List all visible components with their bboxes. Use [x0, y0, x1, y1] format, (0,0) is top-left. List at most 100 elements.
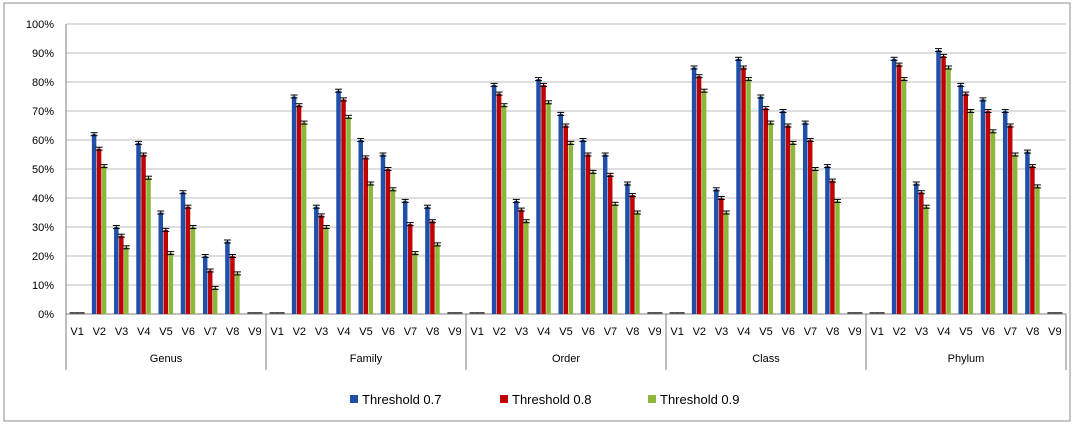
x-category-label: V4: [737, 326, 750, 338]
error-bar: [1011, 152, 1019, 157]
error-bar: [789, 140, 797, 145]
error-bar: [779, 109, 787, 113]
error-bar: [162, 227, 170, 232]
error-bar: [945, 65, 953, 70]
error-bar: [122, 245, 130, 250]
error-bar: [312, 204, 320, 209]
bar: [896, 64, 902, 314]
bar: [807, 140, 813, 314]
x-category-label: V9: [848, 326, 861, 338]
error-bar: [300, 120, 308, 125]
bar: [158, 212, 163, 314]
bar: [901, 79, 907, 314]
x-category-label: V2: [893, 326, 906, 338]
bar: [985, 111, 991, 314]
error-bar: [700, 88, 708, 93]
error-bar: [517, 207, 525, 212]
legend-label: Threshold 0.9: [660, 392, 740, 407]
error-bar: [695, 74, 703, 79]
bar: [119, 235, 124, 314]
error-bar: [206, 268, 214, 273]
error-bar: [579, 138, 587, 142]
x-category-label: V5: [759, 326, 772, 338]
error-bar: [957, 82, 965, 87]
x-category-label: V4: [537, 326, 550, 338]
bar: [235, 273, 240, 314]
error-bar: [406, 222, 414, 227]
x-category-label: V8: [1026, 326, 1039, 338]
error-bar: [379, 152, 387, 157]
x-category-label: V1: [470, 326, 483, 338]
error-bar: [362, 155, 370, 160]
error-bar: [389, 187, 397, 192]
error-bar: [340, 97, 348, 102]
bar: [491, 84, 497, 315]
x-category-label: V4: [937, 326, 950, 338]
bar: [101, 166, 107, 314]
x-category-label: V3: [115, 326, 128, 338]
bar: [914, 183, 919, 314]
error-bar: [962, 91, 970, 96]
bar: [541, 84, 546, 315]
error-bar: [823, 164, 831, 169]
bar: [390, 189, 396, 314]
error-bar: [740, 65, 748, 70]
x-category-label: V7: [204, 326, 217, 338]
error-bar: [357, 138, 365, 142]
error-bar: [545, 100, 553, 105]
bar: [919, 192, 924, 314]
bar: [958, 84, 963, 315]
bar: [402, 200, 408, 314]
error-bar: [801, 120, 809, 125]
bar: [802, 122, 808, 314]
x-category-label: V6: [381, 326, 394, 338]
bar: [763, 108, 768, 314]
error-bar: [1033, 184, 1041, 189]
error-bar: [112, 225, 120, 229]
bar: [736, 58, 741, 314]
error-bar: [423, 204, 431, 209]
bar: [412, 253, 418, 314]
x-category-label: V2: [693, 326, 706, 338]
error-bar: [917, 190, 925, 195]
x-group-label: Family: [350, 353, 383, 365]
bar: [136, 142, 141, 314]
error-bar: [157, 210, 165, 215]
error-bar: [145, 175, 153, 180]
y-tick-label: 60%: [32, 135, 54, 147]
x-group-label: Order: [552, 353, 580, 365]
x-category-label: V8: [426, 326, 439, 338]
error-bar: [295, 103, 303, 108]
error-bar: [90, 132, 98, 137]
error-bar: [717, 196, 725, 200]
error-bar: [989, 129, 997, 134]
bar: [558, 113, 563, 315]
x-category-label: V1: [670, 326, 683, 338]
error-bar: [623, 181, 631, 186]
error-bar: [806, 138, 814, 142]
error-bar: [557, 111, 565, 116]
x-category-label: V9: [648, 326, 661, 338]
bar: [1007, 125, 1013, 314]
legend-swatch: [648, 395, 656, 403]
x-category-label: V2: [93, 326, 106, 338]
error-bar: [922, 204, 930, 209]
error-bar: [984, 109, 992, 113]
bar: [568, 142, 573, 314]
y-tick-label: 10%: [32, 280, 54, 292]
bar: [212, 287, 218, 314]
bar: [585, 154, 591, 314]
error-bar: [345, 114, 353, 119]
x-category-label: V1: [70, 326, 83, 338]
bar: [202, 256, 208, 314]
legend-item: Threshold 0.9: [648, 392, 740, 407]
error-bar: [211, 285, 219, 290]
error-bar: [100, 164, 108, 169]
x-category-label: V9: [1048, 326, 1061, 338]
bar: [812, 169, 818, 314]
x-category-label: V3: [715, 326, 728, 338]
bar: [296, 105, 302, 314]
x-axis: V1 V2 V3 V4 V5 V6 V7 V8 V9 Genus V1 V2 V3 V4 V5 V6 V7 V8 V…: [65, 24, 1067, 370]
error-bar: [512, 198, 520, 203]
